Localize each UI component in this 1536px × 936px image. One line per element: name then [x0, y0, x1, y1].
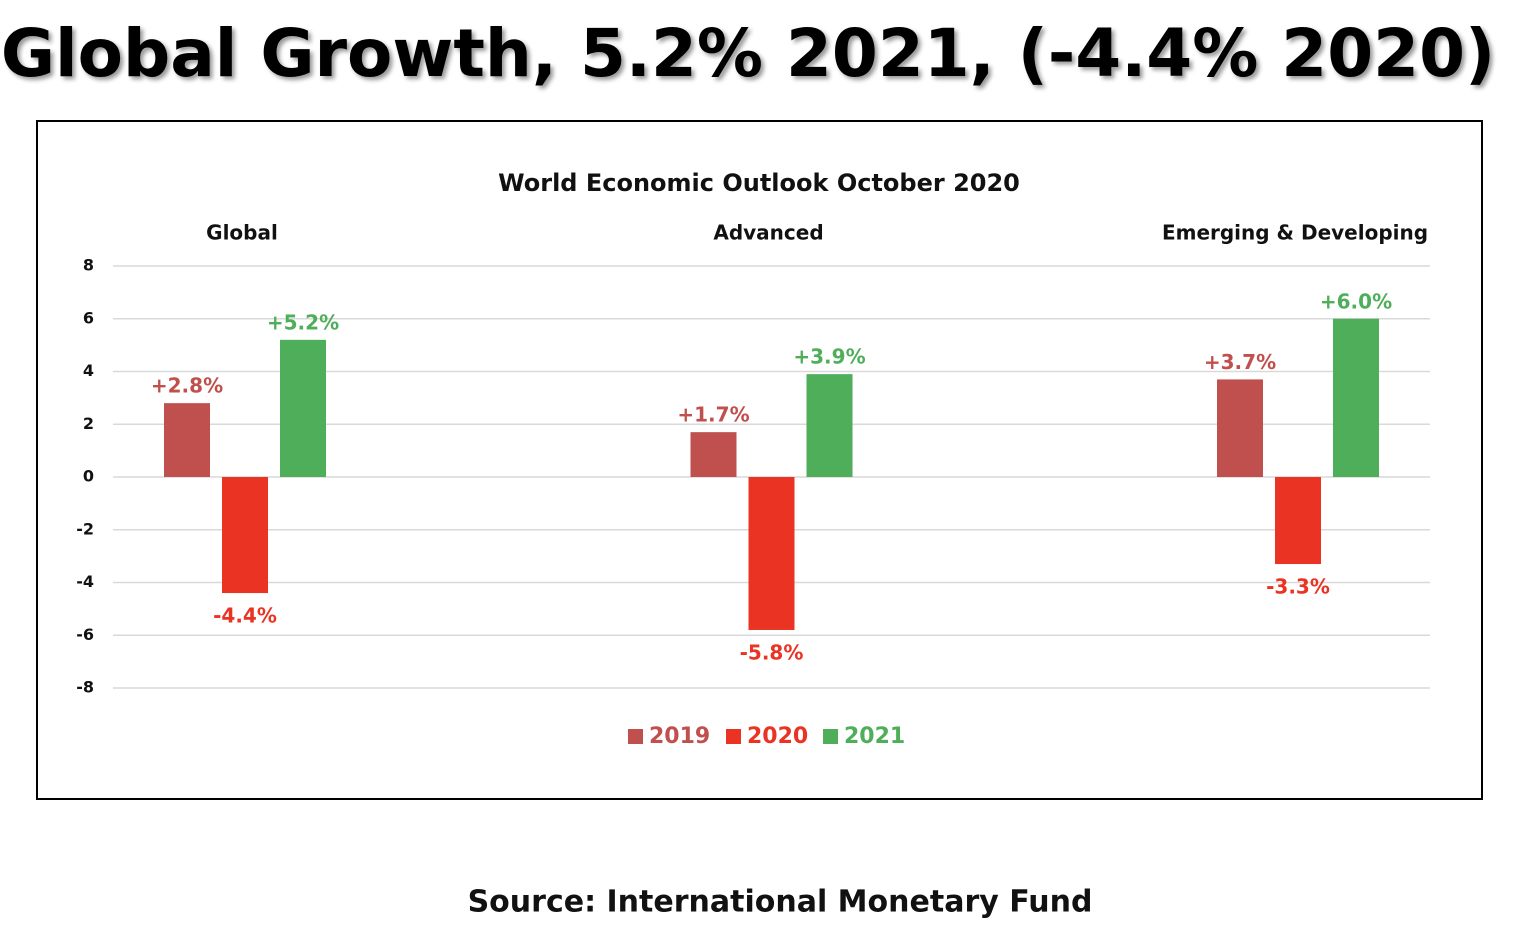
category-label: Emerging & Developing: [1162, 221, 1428, 245]
value-label: +2.8%: [151, 374, 223, 398]
bar: [164, 403, 210, 477]
bar: [748, 477, 795, 630]
bar: [690, 432, 737, 477]
y-tick-label: 4: [83, 361, 94, 380]
value-label: +3.7%: [1204, 350, 1276, 374]
y-tick-label: -6: [76, 625, 94, 644]
y-tick-label: -8: [76, 678, 94, 697]
source-note: Source: International Monetary Fund: [468, 885, 1093, 920]
y-tick-label: 2: [83, 414, 94, 433]
y-tick-label: 0: [83, 467, 94, 486]
bar: [1275, 477, 1321, 565]
value-label: +3.9%: [793, 345, 865, 369]
legend-swatch: [726, 729, 741, 744]
legend-entry: 2019: [649, 724, 710, 749]
chart-title: World Economic Outlook October 2020: [498, 169, 1020, 197]
legend-swatch: [823, 729, 838, 744]
slide-heading: Global Growth, 5.2% 2021, (-4.4% 2020): [1, 15, 1495, 92]
bar: [806, 374, 853, 477]
legend-entry: 2021: [844, 724, 905, 749]
value-label: -4.4%: [213, 604, 277, 628]
y-tick-label: 6: [83, 308, 94, 327]
y-tick-label: -4: [76, 572, 94, 591]
bar: [222, 477, 268, 594]
value-label: +6.0%: [1320, 289, 1392, 313]
category-label: Advanced: [713, 221, 823, 245]
value-label: +5.2%: [267, 310, 339, 334]
y-tick-label: 8: [83, 256, 94, 275]
legend-entry: 2020: [747, 724, 808, 749]
category-label: Global: [206, 221, 278, 245]
bar: [280, 339, 326, 477]
legend-swatch: [628, 729, 643, 744]
value-label: -5.8%: [740, 640, 804, 664]
bar: [1333, 318, 1379, 477]
bar: [1217, 379, 1263, 477]
value-label: +1.7%: [677, 403, 749, 427]
value-label: -3.3%: [1266, 575, 1330, 599]
y-tick-label: -2: [76, 519, 94, 538]
